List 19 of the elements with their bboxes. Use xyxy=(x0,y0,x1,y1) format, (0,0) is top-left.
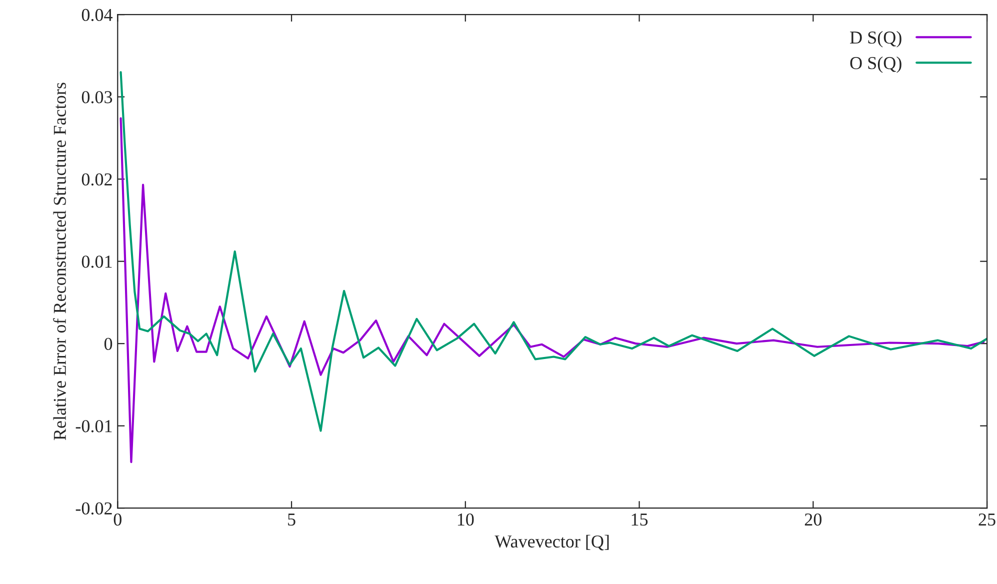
y-tick-label: 0 xyxy=(104,338,112,350)
y-axis-title: Relative Error of Reconstructed Structure Factors xyxy=(53,82,66,440)
x-tick-label: 20 xyxy=(804,513,822,526)
y-tick-label: 0.03 xyxy=(82,91,112,104)
x-tick-label: 15 xyxy=(632,514,648,526)
y-tick-label: 0.02 xyxy=(82,173,112,186)
y-tick-label: -0.02 xyxy=(76,502,112,515)
line-series xyxy=(120,71,988,432)
x-axis-title: Wavevector [Q] xyxy=(494,534,609,550)
x-tick-label: 0 xyxy=(114,513,122,526)
x-tick-label: 10 xyxy=(458,513,474,526)
line-series xyxy=(120,117,985,464)
legend-label: O S(Q) xyxy=(850,56,902,73)
x-tick-label: 25 xyxy=(978,514,996,526)
x-tick-label: 5 xyxy=(288,514,296,526)
y-tick-label: 0.04 xyxy=(82,8,113,22)
legend-label: D S(Q) xyxy=(850,30,902,48)
y-tick-label: 0.01 xyxy=(82,256,112,268)
y-tick-label: -0.01 xyxy=(76,420,112,432)
